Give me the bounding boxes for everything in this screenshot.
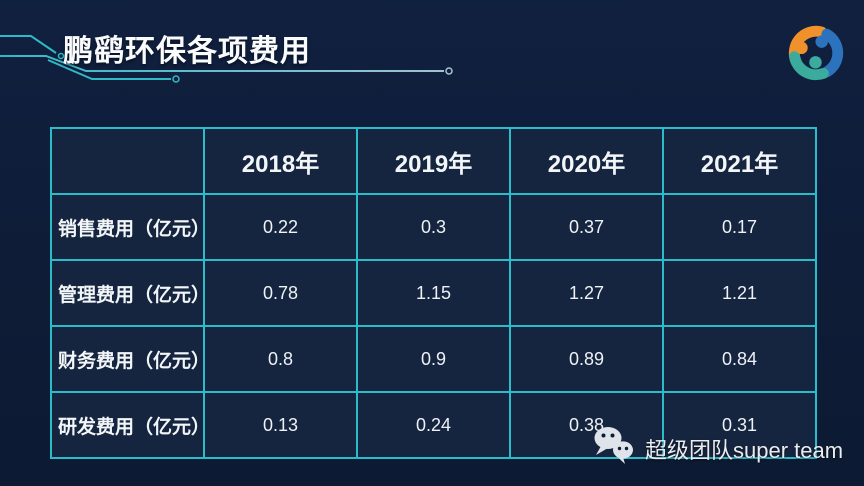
team-swirl-logo-icon [788, 25, 844, 81]
cell-admin-2020: 1.27 [509, 259, 664, 327]
cell-sales-2021: 0.17 [662, 193, 817, 261]
cell-admin-2019: 1.15 [356, 259, 511, 327]
cell-sales-2019: 0.3 [356, 193, 511, 261]
cell-sales-2018: 0.22 [203, 193, 358, 261]
expenses-table: 2018年 2019年 2020年 2021年 销售费用（亿元） 0.22 0.… [50, 127, 817, 459]
column-header-2020: 2020年 [509, 127, 664, 195]
table-row-finance: 财务费用（亿元） 0.8 0.9 0.89 0.84 [50, 325, 817, 393]
table-row-sales: 销售费用（亿元） 0.22 0.3 0.37 0.17 [50, 193, 817, 261]
cell-rd-2018: 0.13 [203, 391, 358, 459]
cell-admin-2021: 1.21 [662, 259, 817, 327]
cell-rd-2020: 0.38 [509, 391, 664, 459]
cell-finance-2021: 0.84 [662, 325, 817, 393]
table-row-admin: 管理费用（亿元） 0.78 1.15 1.27 1.21 [50, 259, 817, 327]
cell-finance-2018: 0.8 [203, 325, 358, 393]
wechat-icon [594, 427, 633, 464]
table-row-rd: 研发费用（亿元） 0.13 0.24 0.38 0.31 [50, 391, 817, 459]
cell-finance-2020: 0.89 [509, 325, 664, 393]
row-label-sales: 销售费用（亿元） [50, 193, 205, 261]
row-label-finance: 财务费用（亿元） [50, 325, 205, 393]
watermark-text: 超级团队super team [645, 438, 844, 463]
cell-rd-2021: 0.31 [662, 391, 817, 459]
row-label-rd: 研发费用（亿元） [50, 391, 205, 459]
slide-title: 鹏鹞环保各项费用 [63, 35, 311, 68]
row-label-admin: 管理费用（亿元） [50, 259, 205, 327]
cell-sales-2020: 0.37 [509, 193, 664, 261]
corner-cell [50, 127, 205, 195]
circuit-lines-decoration [0, 35, 453, 83]
cell-rd-2019: 0.24 [356, 391, 511, 459]
column-header-2019: 2019年 [356, 127, 511, 195]
column-header-2018: 2018年 [203, 127, 358, 195]
cell-admin-2018: 0.78 [203, 259, 358, 327]
table-header-row: 2018年 2019年 2020年 2021年 [50, 127, 817, 195]
cell-finance-2019: 0.9 [356, 325, 511, 393]
column-header-2021: 2021年 [662, 127, 817, 195]
watermark: 超级团队super team [592, 426, 843, 466]
